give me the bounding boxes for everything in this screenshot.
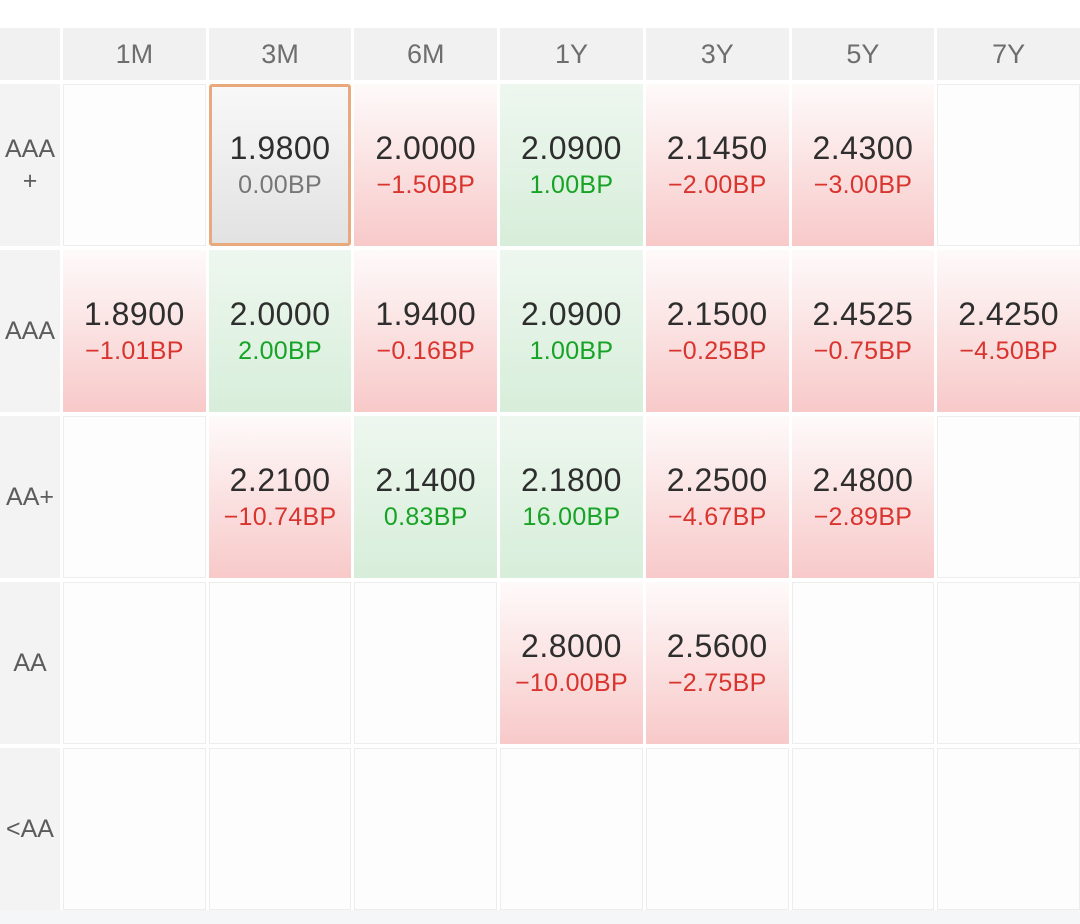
empty-cell: [791, 582, 935, 744]
rate-value: 2.0900: [521, 296, 622, 332]
rate-value: 2.0000: [375, 130, 477, 166]
row-label-aaa-plus: AAA +: [0, 84, 60, 246]
corner-header-cell: [0, 28, 60, 80]
empty-cell: [354, 748, 498, 910]
rate-cell[interactable]: 1.9800 0.00BP: [208, 84, 352, 246]
change-value: −10.00BP: [515, 669, 628, 697]
rate-value: 2.5600: [666, 628, 768, 664]
rate-cell[interactable]: 1.9400 −0.16BP: [354, 250, 498, 412]
change-value: −1.50BP: [376, 171, 476, 199]
rate-value: 2.4250: [958, 296, 1060, 332]
empty-cell: [63, 416, 206, 578]
rate-value: 2.2100: [229, 462, 331, 498]
row-label-lt-aa: <AA: [0, 748, 60, 910]
empty-cell: [645, 748, 789, 910]
rate-cell[interactable]: 2.5600 −2.75BP: [645, 582, 789, 744]
rate-value: 2.1800: [521, 462, 622, 498]
change-value: −1.01BP: [84, 337, 184, 365]
column-header-1y: 1Y: [500, 28, 643, 80]
empty-cell: [791, 748, 935, 910]
top-strip: [0, 0, 1080, 28]
bottom-strip: [0, 910, 1080, 924]
change-value: 0.83BP: [383, 503, 468, 531]
change-value: −2.89BP: [813, 503, 913, 531]
rate-cell[interactable]: 2.4300 −3.00BP: [791, 84, 935, 246]
rate-value: 2.4800: [812, 462, 914, 498]
change-value: −4.67BP: [667, 503, 767, 531]
empty-cell: [354, 582, 498, 744]
rate-value: 2.8000: [521, 628, 622, 664]
change-value: 2.00BP: [238, 337, 322, 365]
rate-cell[interactable]: 2.1450 −2.00BP: [645, 84, 789, 246]
rate-value: 2.1500: [666, 296, 768, 332]
change-value: −0.16BP: [376, 337, 476, 365]
rate-cell[interactable]: 2.4525 −0.75BP: [791, 250, 935, 412]
rate-cell[interactable]: 2.4800 −2.89BP: [791, 416, 935, 578]
empty-cell: [63, 84, 206, 246]
row-label-aaa: AAA: [0, 250, 60, 412]
rate-value: 1.9800: [229, 130, 331, 166]
empty-cell: [208, 582, 352, 744]
rate-value: 2.0900: [521, 130, 622, 166]
rate-value: 2.2500: [666, 462, 768, 498]
row-label-aa: AA: [0, 582, 60, 744]
rate-value: 2.4525: [812, 296, 914, 332]
rate-value: 2.4300: [812, 130, 914, 166]
change-value: −0.75BP: [813, 337, 913, 365]
rate-cell[interactable]: 2.2100 −10.74BP: [208, 416, 352, 578]
empty-cell: [63, 582, 206, 744]
rate-cell[interactable]: 2.8000 −10.00BP: [500, 582, 643, 744]
empty-cell: [208, 748, 352, 910]
empty-cell: [937, 84, 1080, 246]
rate-cell[interactable]: 2.2500 −4.67BP: [645, 416, 789, 578]
empty-cell: [500, 748, 643, 910]
rate-value: 2.1400: [375, 462, 477, 498]
column-header-1m: 1M: [63, 28, 206, 80]
rate-cell[interactable]: 1.8900 −1.01BP: [63, 250, 206, 412]
empty-cell: [63, 748, 206, 910]
column-header-6m: 6M: [354, 28, 498, 80]
rate-cell[interactable]: 2.0000 −1.50BP: [354, 84, 498, 246]
rate-cell[interactable]: 2.1800 16.00BP: [500, 416, 643, 578]
column-header-5y: 5Y: [791, 28, 935, 80]
row-label-aa-plus: AA+: [0, 416, 60, 578]
change-value: 0.00BP: [238, 171, 322, 199]
change-value: 16.00BP: [522, 503, 621, 531]
change-value: 1.00BP: [529, 337, 614, 365]
rate-value: 2.0000: [229, 296, 331, 332]
rate-cell[interactable]: 2.4250 −4.50BP: [937, 250, 1080, 412]
change-value: −0.25BP: [667, 337, 767, 365]
change-value: −2.75BP: [667, 669, 767, 697]
rate-cell[interactable]: 2.0900 1.00BP: [500, 250, 643, 412]
rate-cell[interactable]: 2.0000 2.00BP: [208, 250, 352, 412]
change-value: −2.00BP: [667, 171, 767, 199]
rate-cell[interactable]: 2.1400 0.83BP: [354, 416, 498, 578]
rate-cell[interactable]: 2.0900 1.00BP: [500, 84, 643, 246]
rate-value: 2.1450: [666, 130, 768, 166]
change-value: −10.74BP: [223, 503, 337, 531]
empty-cell: [937, 416, 1080, 578]
column-header-3m: 3M: [208, 28, 352, 80]
rate-value: 1.8900: [83, 296, 185, 332]
rating-maturity-grid: 1M 3M 6M 1Y 3Y 5Y 7Y AAA + 1.9800 0.00BP 2.0000 −1.…: [0, 28, 1080, 910]
column-header-3y: 3Y: [645, 28, 789, 80]
column-header-7y: 7Y: [937, 28, 1080, 80]
change-value: −3.00BP: [813, 171, 913, 199]
rate-value: 1.9400: [375, 296, 477, 332]
change-value: 1.00BP: [529, 171, 614, 199]
rate-cell[interactable]: 2.1500 −0.25BP: [645, 250, 789, 412]
empty-cell: [937, 582, 1080, 744]
empty-cell: [937, 748, 1080, 910]
change-value: −4.50BP: [959, 337, 1058, 365]
